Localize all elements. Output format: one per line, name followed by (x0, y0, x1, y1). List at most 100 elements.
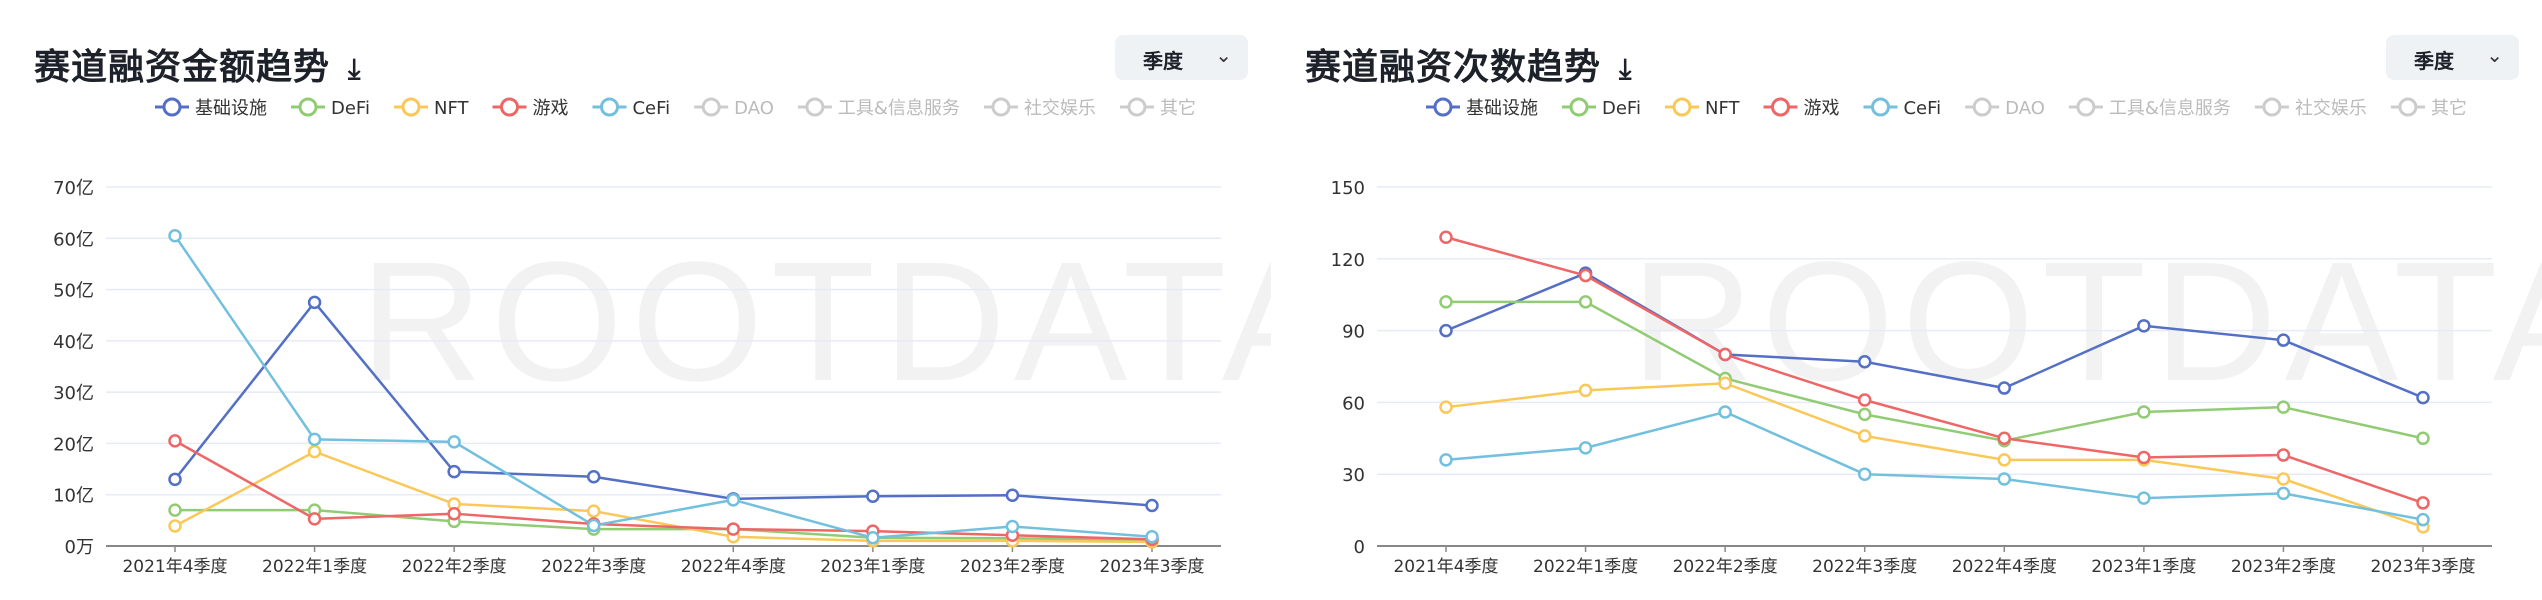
chevron-down-icon: ⌄ (1215, 43, 1232, 67)
data-point (1439, 230, 1453, 245)
legend-marker (1569, 97, 1589, 117)
watermark: ROOTDATA (360, 227, 1271, 417)
legend-marker (1972, 97, 1992, 117)
panel-title: 赛道融资金额趋势 ⤓ (34, 47, 362, 88)
data-point (1718, 376, 1732, 391)
data-point (2276, 472, 2291, 486)
legend-item[interactable]: 基础设施 (1426, 97, 1538, 119)
y-tick-label: 60 (1342, 393, 1365, 414)
period-select[interactable]: 季度 ⌄ (2386, 35, 2519, 80)
legend-marker (1672, 97, 1692, 117)
legend-item[interactable]: 社交娱乐 (2254, 97, 2367, 119)
data-point (1857, 467, 1872, 481)
legend-label: DeFi (1602, 98, 1641, 119)
data-point (2137, 450, 2151, 465)
legend-marker (991, 97, 1011, 117)
data-point (1857, 429, 1872, 443)
legend-item[interactable]: NFT (1664, 97, 1741, 119)
data-point (307, 295, 322, 310)
legend-label: 其它 (1160, 98, 1196, 119)
x-tick-label: 2022年4季度 (1952, 557, 2057, 577)
data-point (1718, 347, 1732, 362)
legend-marker (1127, 97, 1147, 117)
legend-label: 游戏 (1803, 98, 1839, 119)
legend-item[interactable]: CeFi (1863, 97, 1941, 119)
x-tick-label: 2023年3季度 (1099, 557, 1204, 577)
legend-item[interactable]: DeFi (291, 97, 370, 119)
data-point (1005, 488, 1020, 502)
period-value: 季度 (2414, 49, 2454, 73)
data-point (2137, 405, 2151, 419)
data-point (168, 503, 182, 517)
legend-marker (1433, 97, 1453, 117)
legend-marker (298, 97, 318, 117)
x-tick-label: 2022年2季度 (402, 557, 507, 577)
panel-title: 赛道融资次数趋势 ⤓ (1305, 47, 1633, 88)
download-icon[interactable]: ⤓ (1619, 52, 1633, 85)
data-point (2416, 496, 2430, 510)
legend-item[interactable]: CeFi (592, 97, 670, 119)
series-line-游戏 (1445, 236, 2424, 505)
legend-marker (2398, 97, 2418, 117)
data-point (1145, 498, 1159, 513)
legend-marker (162, 97, 182, 117)
legend-marker (701, 97, 721, 117)
data-point (1857, 393, 1872, 407)
legend-item[interactable]: DeFi (1562, 97, 1641, 119)
funding-count-panel: 赛道融资次数趋势 ⤓ 季度 ⌄ ROOTDATA 基础设施 DeFi NFT 游戏 CeFi D… (1271, 0, 2542, 600)
data-point (586, 518, 601, 533)
x-tick-label: 2023年1季度 (820, 557, 925, 577)
x-tick-label: 2023年3季度 (2370, 557, 2475, 577)
y-tick-label: 70亿 (53, 178, 94, 199)
data-point (726, 493, 741, 507)
legend-item[interactable]: 游戏 (492, 97, 568, 119)
series-line-NFT (174, 450, 1153, 544)
legend-label: 其它 (2431, 98, 2467, 119)
data-point (866, 531, 880, 545)
data-point (1997, 472, 2012, 486)
legend-item[interactable]: 工具&信息服务 (2068, 97, 2231, 119)
legend-item[interactable]: 工具&信息服务 (797, 97, 960, 119)
legend-item[interactable]: 其它 (2390, 97, 2467, 119)
data-point (447, 464, 461, 479)
legend-label: CeFi (632, 98, 670, 119)
legend-marker (805, 97, 825, 117)
data-point (307, 444, 322, 459)
data-point (1578, 383, 1593, 398)
period-select[interactable]: 季度 ⌄ (1115, 35, 1248, 80)
series-line-基础设施 (1445, 271, 2424, 399)
x-tick-label: 2023年2季度 (2231, 557, 2336, 577)
y-tick-label: 0 (1354, 537, 1365, 558)
data-point (1005, 519, 1020, 534)
legend-item[interactable]: 其它 (1119, 97, 1196, 119)
download-icon[interactable]: ⤓ (348, 52, 362, 85)
data-point (726, 522, 741, 536)
legend-item[interactable]: DAO (694, 97, 774, 119)
series-line-CeFi (1445, 410, 2424, 521)
y-tick-label: 30 (1342, 465, 1365, 486)
series-line-DeFi (175, 508, 1153, 542)
legend-item[interactable]: DAO (1965, 97, 2045, 119)
data-point (2137, 491, 2151, 505)
legend-label: 游戏 (532, 98, 568, 119)
legend-item[interactable]: 社交娱乐 (983, 97, 1096, 119)
data-point (2276, 333, 2291, 347)
legend-item[interactable]: NFT (393, 97, 470, 119)
data-point (1145, 530, 1159, 544)
legend-marker (1770, 97, 1790, 117)
x-tick-label: 2022年4季度 (681, 557, 786, 577)
legend-marker (599, 97, 619, 117)
y-tick-label: 30亿 (53, 383, 94, 404)
y-tick-label: 40亿 (53, 332, 94, 353)
data-point (586, 504, 601, 518)
legend-item[interactable]: 基础设施 (155, 97, 267, 119)
legend-label: 基础设施 (1466, 98, 1538, 119)
x-tick-label: 2023年1季度 (2091, 557, 2196, 577)
data-point (2416, 512, 2430, 527)
legend-item[interactable]: 游戏 (1763, 97, 1839, 119)
data-point (2416, 390, 2430, 405)
legend-label: NFT (434, 98, 470, 119)
data-point (1578, 295, 1593, 309)
y-tick-label: 150 (1331, 178, 1365, 199)
x-tick-label: 2021年4季度 (122, 557, 227, 577)
